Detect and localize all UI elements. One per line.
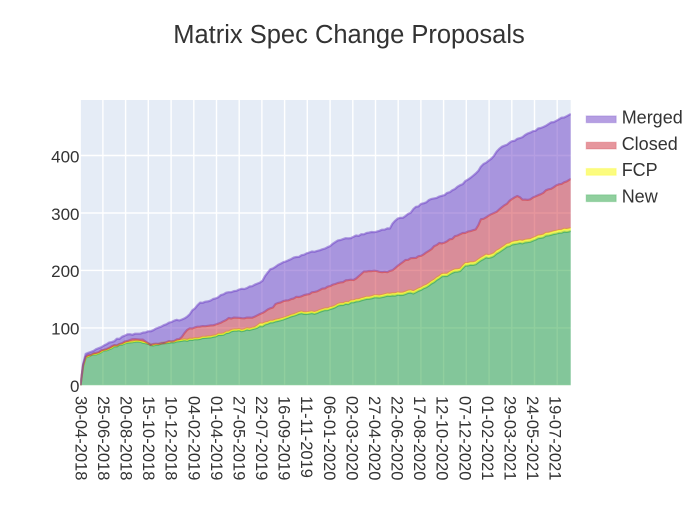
svg-text:400: 400	[51, 147, 79, 166]
svg-text:200: 200	[51, 262, 79, 281]
svg-text:12-10-2020: 12-10-2020	[433, 396, 451, 480]
svg-text:24-05-2021: 24-05-2021	[523, 396, 541, 480]
svg-text:15-10-2018: 15-10-2018	[139, 396, 157, 480]
svg-text:100: 100	[51, 320, 79, 339]
svg-text:0: 0	[70, 377, 79, 396]
svg-text:01-04-2019: 01-04-2019	[207, 396, 225, 480]
svg-text:10-12-2018: 10-12-2018	[162, 396, 180, 480]
svg-text:Closed: Closed	[622, 134, 678, 154]
svg-text:29-03-2021: 29-03-2021	[500, 396, 518, 480]
svg-text:25-06-2018: 25-06-2018	[94, 396, 112, 480]
svg-text:16-09-2019: 16-09-2019	[275, 396, 293, 480]
svg-text:30-04-2018: 30-04-2018	[71, 396, 89, 480]
svg-text:Merged: Merged	[622, 108, 683, 128]
svg-text:07-12-2020: 07-12-2020	[455, 396, 473, 480]
svg-text:06-01-2020: 06-01-2020	[320, 396, 338, 480]
svg-text:17-08-2020: 17-08-2020	[410, 396, 428, 480]
svg-text:20-08-2018: 20-08-2018	[117, 396, 135, 480]
svg-text:27-05-2019: 27-05-2019	[230, 396, 248, 480]
svg-text:01-02-2021: 01-02-2021	[478, 396, 496, 480]
svg-text:FCP: FCP	[622, 160, 658, 180]
svg-text:04-02-2019: 04-02-2019	[184, 396, 202, 480]
svg-text:11-11-2019: 11-11-2019	[297, 396, 315, 478]
svg-text:19-07-2021: 19-07-2021	[546, 396, 564, 480]
svg-text:300: 300	[51, 205, 79, 224]
svg-text:Matrix Spec Change Proposals: Matrix Spec Change Proposals	[173, 21, 525, 49]
svg-text:02-03-2020: 02-03-2020	[342, 396, 360, 480]
svg-text:22-07-2019: 22-07-2019	[252, 396, 270, 480]
svg-text:New: New	[622, 186, 659, 206]
svg-text:22-06-2020: 22-06-2020	[388, 396, 406, 480]
svg-text:27-04-2020: 27-04-2020	[365, 396, 383, 480]
